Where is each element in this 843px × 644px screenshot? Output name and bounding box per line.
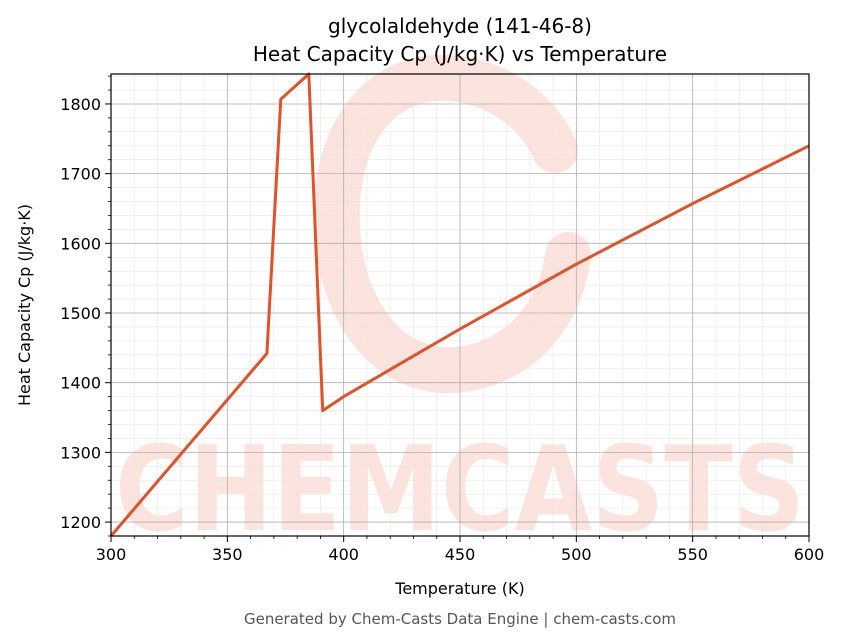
x-axis-label: Temperature (K) [394, 579, 524, 598]
y-axis-label: Heat Capacity Cp (J/kg·K) [15, 204, 34, 406]
y-tick-label: 1800 [60, 95, 101, 114]
y-tick-label: 1400 [60, 374, 101, 393]
x-tick-label: 500 [561, 545, 592, 564]
y-tick-label: 1600 [60, 234, 101, 253]
x-tick-label: 350 [212, 545, 243, 564]
x-tick-label: 600 [794, 545, 825, 564]
data-point [279, 98, 282, 101]
data-point [342, 395, 345, 398]
data-point [321, 409, 324, 412]
x-tick-label: 550 [677, 545, 708, 564]
chart-title: glycolaldehyde (141-46-8) [328, 14, 592, 38]
y-tick-label: 1700 [60, 165, 101, 184]
data-point [265, 352, 268, 355]
x-tick-label: 400 [328, 545, 359, 564]
x-axis: 300 350 400 450 500 550 600 [96, 536, 825, 564]
y-tick-label: 1300 [60, 443, 101, 462]
y-tick-label: 1200 [60, 513, 101, 532]
watermark-logo-icon [313, 54, 591, 394]
x-tick-label: 300 [96, 545, 127, 564]
series-line [109, 72, 810, 537]
y-axis: 1200 1300 1400 1500 1600 1700 1800 [60, 75, 111, 537]
data-point [575, 263, 578, 266]
x-tick-label: 450 [445, 545, 476, 564]
data-point [691, 202, 694, 205]
major-grid [110, 74, 810, 536]
y-tick-label: 1500 [60, 304, 101, 323]
footer-credit: Generated by Chem-Casts Data Engine | ch… [244, 610, 676, 628]
data-point [459, 328, 462, 331]
chart-subtitle: Heat Capacity Cp (J/kg·K) vs Temperature [253, 42, 667, 66]
